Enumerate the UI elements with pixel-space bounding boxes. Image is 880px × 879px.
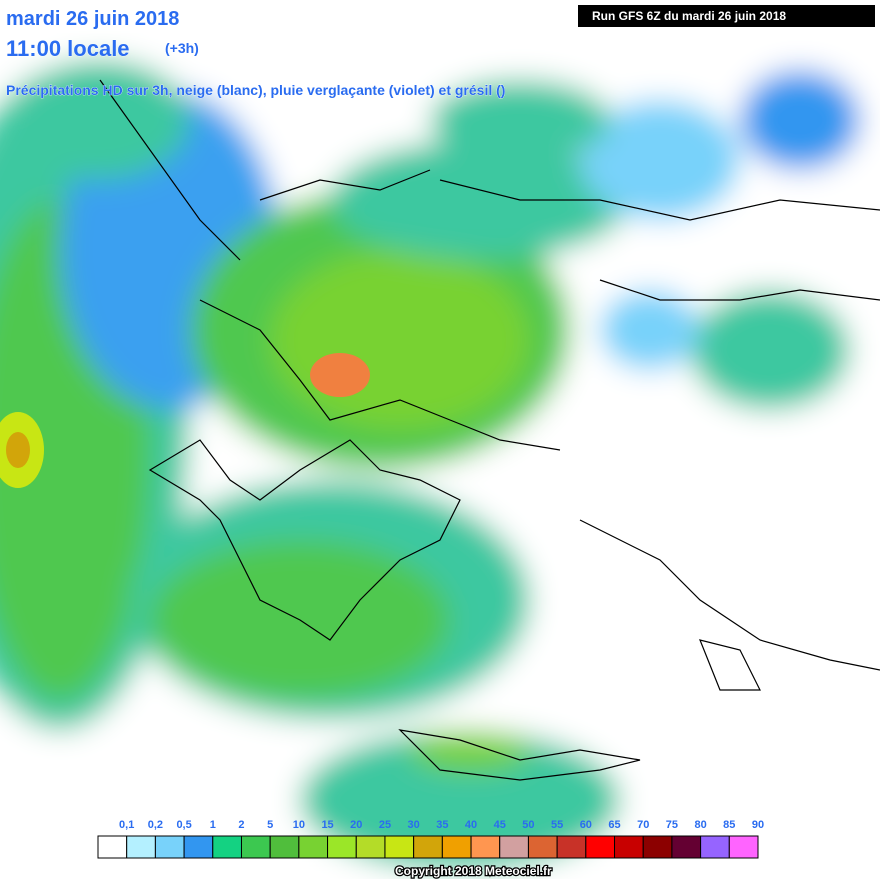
max-cell bbox=[6, 432, 30, 468]
legend-swatch bbox=[97, 835, 128, 859]
legend-label: 10 bbox=[293, 819, 305, 831]
subtitle: Précipitations HD sur 3h, neige (blanc),… bbox=[6, 82, 505, 98]
legend-label: 45 bbox=[494, 819, 506, 831]
legend-label: 30 bbox=[408, 819, 420, 831]
legend-label: 0,2 bbox=[148, 819, 163, 831]
legend-swatch bbox=[413, 835, 443, 859]
legend-label: 20 bbox=[350, 819, 362, 831]
date: mardi 26 juin 2018 bbox=[6, 8, 179, 30]
legend-swatch bbox=[441, 835, 472, 859]
time: 11:00 locale bbox=[6, 36, 130, 61]
legend-label: 0,5 bbox=[176, 819, 191, 831]
legend-swatch bbox=[183, 835, 214, 859]
legend-swatch bbox=[614, 835, 644, 859]
legend-swatch bbox=[527, 835, 558, 859]
copyright: Copyright 2018 Meteociel.fr bbox=[395, 864, 552, 878]
legend-swatch bbox=[355, 835, 386, 859]
legend-label: 70 bbox=[637, 819, 649, 831]
run-box bbox=[578, 5, 875, 27]
legend-swatch bbox=[499, 835, 529, 859]
legend-swatch bbox=[240, 835, 271, 859]
legend-swatch bbox=[700, 835, 730, 859]
legend-swatch bbox=[585, 835, 616, 859]
legend-label: 0,1 bbox=[119, 819, 134, 831]
legend-swatch bbox=[470, 835, 501, 859]
legend-label: 35 bbox=[436, 819, 448, 831]
legend-label: 2 bbox=[238, 819, 244, 831]
legend-swatch bbox=[269, 835, 300, 859]
legend-label: 75 bbox=[666, 819, 678, 831]
borders bbox=[99, 79, 880, 781]
run-label: Run GFS 6Z du mardi 26 juin 2018 bbox=[592, 9, 786, 23]
legend-swatch bbox=[642, 835, 673, 859]
legend-label: 50 bbox=[522, 819, 534, 831]
offset: (+3h) bbox=[165, 40, 199, 56]
legend-swatch bbox=[126, 835, 156, 859]
legend-label: 25 bbox=[379, 819, 391, 831]
legend-label: 90 bbox=[752, 819, 764, 831]
legend-label: 85 bbox=[723, 819, 735, 831]
legend-swatch bbox=[556, 835, 587, 859]
legend-swatch bbox=[327, 835, 357, 859]
legend: 0,1 0,2 0,5 1 2 5 10 15 20 25 30 35 40 45 50 55 60 65 70 75… bbox=[97, 819, 764, 859]
legend-label: 40 bbox=[465, 819, 477, 831]
legend-label: 5 bbox=[267, 819, 273, 831]
legend-label: 15 bbox=[321, 819, 333, 831]
legend-swatch bbox=[298, 835, 329, 859]
legend-label: 55 bbox=[551, 819, 563, 831]
legend-swatch bbox=[671, 835, 702, 859]
legend-swatch bbox=[728, 835, 759, 859]
legend-label: 65 bbox=[608, 819, 620, 831]
max-cell bbox=[310, 353, 370, 397]
legend-label: 80 bbox=[694, 819, 706, 831]
legend-label: 1 bbox=[210, 819, 216, 831]
legend-swatch bbox=[384, 835, 415, 859]
legend-label: 60 bbox=[580, 819, 592, 831]
legend-swatch bbox=[154, 835, 185, 859]
legend-swatch bbox=[212, 835, 242, 859]
